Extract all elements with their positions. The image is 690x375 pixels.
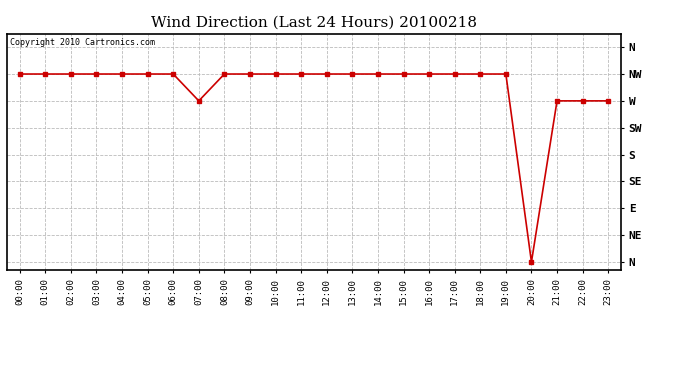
- Text: Copyright 2010 Cartronics.com: Copyright 2010 Cartronics.com: [10, 39, 155, 48]
- Title: Wind Direction (Last 24 Hours) 20100218: Wind Direction (Last 24 Hours) 20100218: [151, 16, 477, 30]
